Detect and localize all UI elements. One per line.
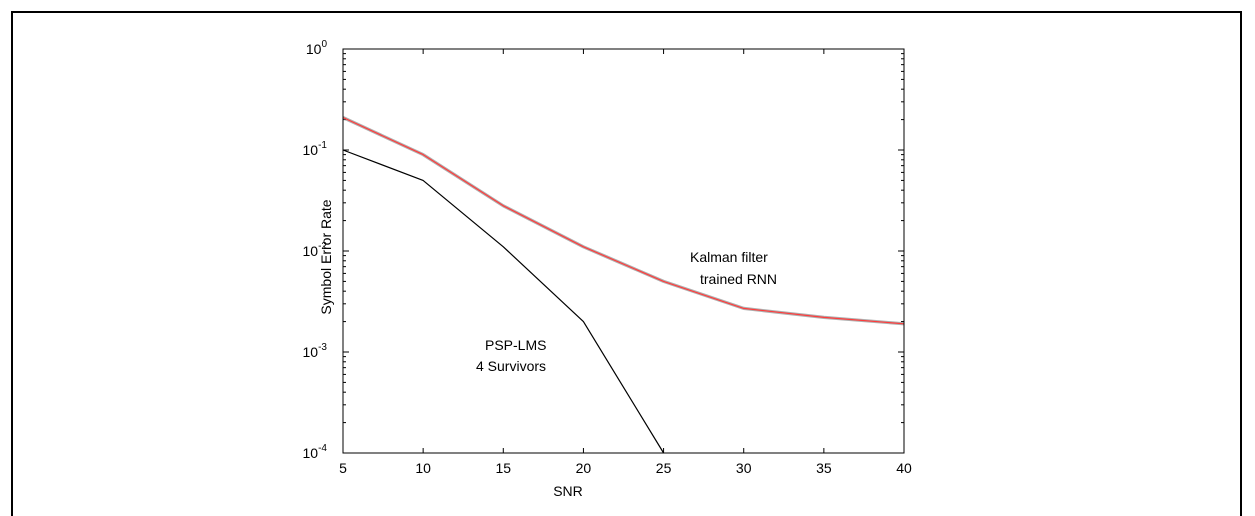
- x-tick-label: 20: [576, 460, 592, 476]
- x-tick-label: 30: [736, 460, 752, 476]
- y-tick-label: 10-1: [303, 140, 328, 158]
- y-tick-label: 10-3: [303, 342, 328, 360]
- ticks-layer: [342, 48, 905, 454]
- y-tick-label: 10-4: [303, 443, 328, 461]
- series-line-psp: [342, 149, 665, 454]
- plot-area: [342, 48, 905, 454]
- x-tick-label: 25: [656, 460, 672, 476]
- x-tick-label: 10: [415, 460, 431, 476]
- y-tick-label: 10-2: [303, 241, 328, 259]
- series-line-kalman-shadow: [342, 116, 905, 326]
- y-axis-title: Symbol Error Rate: [318, 199, 334, 314]
- x-tick-label: 15: [495, 460, 511, 476]
- y-tick-label: 100: [306, 39, 328, 57]
- x-tick-label: 35: [816, 460, 832, 476]
- annotation-psp: PSP-LMS 4 Survivors: [476, 337, 550, 374]
- annotation-kalman: Kalman filter trained RNN: [690, 249, 777, 287]
- figure-frame: [11, 11, 1242, 516]
- x-tick-label: 40: [896, 460, 912, 476]
- labels-layer: 5 10 15 20 25 30 35 40 100 10-1 10-2 10-3 10-4: [303, 39, 912, 476]
- x-axis-title: SNR: [553, 483, 583, 499]
- series-layer: [342, 116, 905, 454]
- x-tick-label: 5: [339, 460, 347, 476]
- series-line-kalman: [342, 116, 905, 325]
